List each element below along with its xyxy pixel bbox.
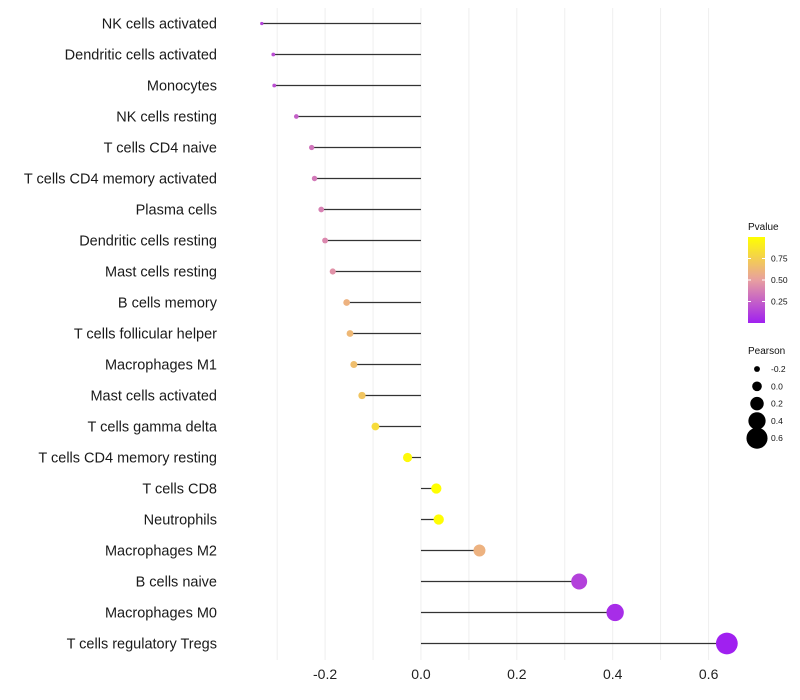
category-label: Mast cells resting: [105, 265, 217, 281]
lollipop-point: [350, 361, 358, 368]
lollipop-stems: [261, 22, 727, 645]
pearson-legend-key: [748, 412, 766, 430]
x-axis-tick-labels: -0.2 0.0 0.2 0.4 0.6: [313, 666, 719, 682]
x-tick-label: 0.0: [411, 666, 431, 682]
category-label: T cells CD4 naive: [104, 141, 217, 157]
lollipop-point: [311, 175, 318, 182]
pearson-legend-label: 0.4: [771, 416, 783, 426]
lollipop-point: [571, 573, 588, 590]
category-label: Macrophages M1: [105, 358, 217, 374]
category-label: T cells gamma delta: [88, 420, 218, 436]
pvalue-legend: Pvalue 0.25 0.50 0.75: [748, 222, 788, 323]
pvalue-legend-label: 0.50: [771, 275, 788, 285]
pearson-legend: Pearson -0.2 0.0 0.2 0.4 0.6: [746, 346, 786, 449]
pvalue-legend-label: 0.25: [771, 297, 788, 307]
lollipop-point: [271, 52, 276, 57]
lollipop-point: [371, 422, 380, 431]
x-tick-label: 0.6: [699, 666, 719, 682]
lollipop-point: [433, 514, 444, 525]
lollipop-point: [272, 83, 277, 88]
category-label: Macrophages M0: [105, 606, 217, 622]
pvalue-colorbar: [748, 237, 765, 323]
pearson-legend-key: [750, 396, 764, 411]
category-label: B cells naive: [136, 575, 217, 591]
pearson-legend-label: -0.2: [771, 364, 786, 374]
lollipop-point: [431, 483, 442, 494]
pearson-legend-key: [752, 381, 762, 392]
category-label: Dendritic cells resting: [79, 234, 217, 250]
lollipop-points: [260, 21, 738, 655]
lollipop-point: [346, 330, 354, 337]
lollipop-point: [260, 21, 264, 26]
category-label: Mast cells activated: [90, 389, 217, 405]
lollipop-point: [473, 544, 486, 557]
category-label: T cells regulatory Tregs: [67, 637, 217, 653]
pvalue-legend-title: Pvalue: [748, 222, 779, 233]
category-axis-labels: NK cells activated Dendritic cells activa…: [24, 17, 218, 653]
category-label: Monocytes: [147, 79, 217, 95]
lollipop-point: [358, 391, 366, 400]
category-label: NK cells activated: [102, 17, 217, 33]
pearson-legend-label: 0.0: [771, 381, 783, 391]
category-label: T cells follicular helper: [74, 327, 217, 343]
category-label: NK cells resting: [116, 110, 217, 126]
category-label: T cells CD4 memory activated: [24, 172, 217, 188]
pvalue-legend-label: 0.75: [771, 254, 788, 264]
lollipop-point: [343, 299, 351, 306]
pearson-legend-key: [746, 427, 768, 449]
lollipop-point: [715, 632, 738, 655]
lollipop-point: [318, 206, 325, 213]
lollipop-point: [308, 144, 315, 151]
category-label: Dendritic cells activated: [65, 48, 217, 64]
grid-lines: [276, 8, 710, 660]
category-label: Plasma cells: [136, 203, 217, 219]
x-tick-label: -0.2: [313, 666, 337, 682]
pearson-legend-label: 0.2: [771, 399, 783, 409]
category-label: Macrophages M2: [105, 544, 217, 560]
x-tick-label: 0.4: [603, 666, 623, 682]
pearson-legend-key: [754, 366, 760, 372]
lollipop-point: [606, 603, 624, 622]
pearson-legend-title: Pearson: [748, 346, 785, 357]
lollipop-point: [402, 452, 413, 463]
lollipop-point: [322, 237, 329, 244]
lollipop-point: [293, 114, 299, 119]
lollipop-point: [329, 268, 336, 275]
x-tick-label: 0.2: [507, 666, 527, 682]
category-label: T cells CD4 memory resting: [38, 451, 217, 467]
category-label: T cells CD8: [142, 482, 217, 498]
category-label: B cells memory: [118, 296, 218, 312]
pearson-legend-label: 0.6: [771, 433, 783, 443]
category-label: Neutrophils: [144, 513, 217, 529]
